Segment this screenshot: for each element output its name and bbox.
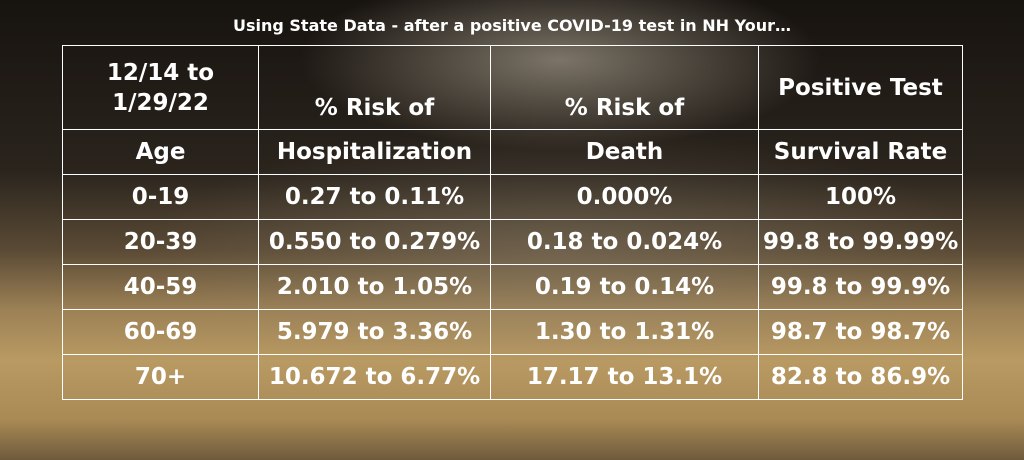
table-cell: Hospitalization <box>258 129 491 175</box>
table-cell: 0.27 to 0.11% <box>258 174 491 220</box>
table-row: 70+ 10.672 to 6.77% 17.17 to 13.1% 82.8 to … <box>62 354 963 400</box>
table-cell: % Risk of <box>490 45 759 130</box>
table-row: 60-69 5.979 to 3.36% 1.30 to 1.31% 98.7 to … <box>62 309 963 355</box>
table-cell: 12/14 to 1/29/22 <box>62 45 259 130</box>
table-cell: 0.000% <box>490 174 759 220</box>
table-cell: 0.18 to 0.024% <box>490 219 759 265</box>
title: Using State Data - after a positive COVI… <box>232 16 791 35</box>
table-cell: 17.17 to 13.1% <box>490 354 759 400</box>
table-cell: 1.30 to 1.31% <box>490 309 759 355</box>
table-cell: 100% <box>758 174 963 220</box>
table-cell: 60-69 <box>62 309 259 355</box>
table-cell: Death <box>490 129 759 175</box>
table-cell: Positive Test <box>758 45 963 130</box>
risk-table: 12/14 to 1/29/22% Risk of% Risk of Positi… <box>62 45 963 400</box>
table-cell: 2.010 to 1.05% <box>258 264 491 310</box>
table-cell: 99.8 to 99.9% <box>758 264 963 310</box>
table-cell: Age <box>62 129 259 175</box>
table-cell: 70+ <box>62 354 259 400</box>
table-row: 20-39 0.550 to 0.279% 0.18 to 0.024% 99.8 t… <box>62 219 963 265</box>
table-row: 40-59 2.010 to 1.05% 0.19 to 0.14% 99.8 to … <box>62 264 963 310</box>
table-cell: 0-19 <box>62 174 259 220</box>
table-row: Age Hospitalization Death Survival Rate <box>62 129 963 175</box>
table-cell: Survival Rate <box>758 129 963 175</box>
table-row: 12/14 to 1/29/22% Risk of% Risk of Positi… <box>62 45 963 130</box>
table-cell: 5.979 to 3.36% <box>258 309 491 355</box>
table-cell: 40-59 <box>62 264 259 310</box>
table-cell: 20-39 <box>62 219 259 265</box>
table-cell: 0.550 to 0.279% <box>258 219 491 265</box>
table-cell: 82.8 to 86.9% <box>758 354 963 400</box>
table-cell: 99.8 to 99.99% <box>758 219 963 265</box>
table-cell: 0.19 to 0.14% <box>490 264 759 310</box>
table-cell: 98.7 to 98.7% <box>758 309 963 355</box>
table-cell: % Risk of <box>258 45 491 130</box>
table-cell: 10.672 to 6.77% <box>258 354 491 400</box>
table-row: 0-19 0.27 to 0.11% 0.000% 100% <box>62 174 963 220</box>
